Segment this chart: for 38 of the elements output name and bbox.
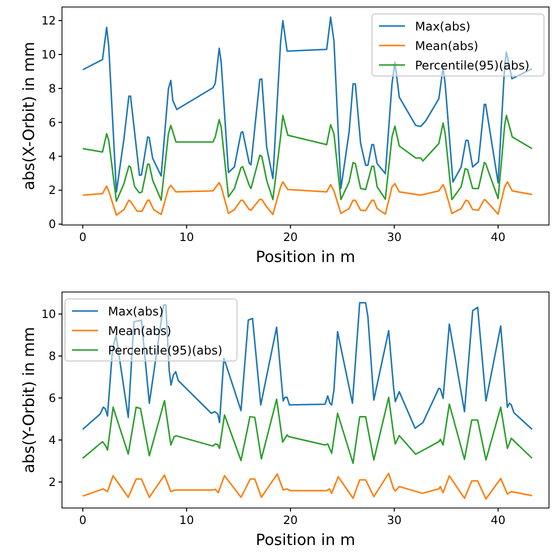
x-tick-label: 20 <box>283 513 298 527</box>
legend-label: Max(abs) <box>108 304 164 318</box>
x-axis-title: Position in m <box>256 248 356 266</box>
y-tick-label: 6 <box>48 391 56 406</box>
legend-label: Mean(abs) <box>108 324 172 338</box>
x-tick-label: 40 <box>490 513 506 527</box>
y-tick-label: 12 <box>41 14 56 28</box>
x-tick-label: 30 <box>386 513 402 527</box>
legend-label: Max(abs) <box>415 20 470 34</box>
line-series <box>82 181 533 216</box>
x-tick-label: 40 <box>490 230 506 244</box>
y-tick-label: 4 <box>48 149 56 164</box>
y-tick-label: 10 <box>41 48 56 62</box>
x-tick-label: 0 <box>79 230 86 244</box>
line-series <box>82 16 533 193</box>
legend-label: Percentile(95)(abs) <box>108 344 222 358</box>
y-tick-label: 4 <box>48 432 56 447</box>
y-tick-label: 2 <box>48 183 56 198</box>
y-tick-label: 2 <box>48 474 56 489</box>
y-tick-label: 6 <box>48 115 56 130</box>
line-series <box>82 114 533 202</box>
y-tick-label: 0 <box>48 217 56 232</box>
x-axis-title: Position in m <box>256 531 356 549</box>
x-tick-label: 20 <box>283 230 298 244</box>
line-series <box>82 396 533 464</box>
y-tick-label: 10 <box>41 307 56 322</box>
legend-label: Mean(abs) <box>415 39 478 53</box>
line-series <box>82 302 533 430</box>
y-axis-title: abs(Y-Orbit) in mm <box>20 326 38 474</box>
y-axis-title: abs(X-Orbit) in mm <box>20 42 38 190</box>
x-tick-label: 10 <box>179 230 194 244</box>
x-tick-label: 30 <box>386 230 402 244</box>
y-tick-label: 8 <box>48 81 56 96</box>
legend-label: Percentile(95)(abs) <box>415 58 530 72</box>
x-tick-label: 10 <box>179 513 194 527</box>
line-series <box>82 472 533 500</box>
x-tick-label: 0 <box>79 513 86 527</box>
y-tick-label: 8 <box>48 349 56 364</box>
